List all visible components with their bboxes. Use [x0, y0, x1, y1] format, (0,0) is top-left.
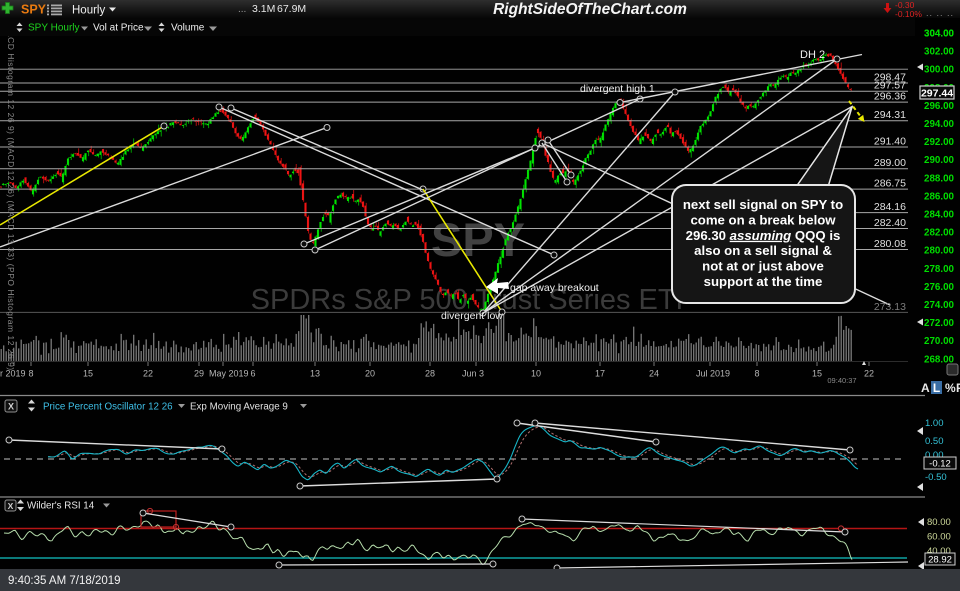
svg-text:r 2019: r 2019 [0, 369, 26, 379]
svg-text:268.00: 268.00 [924, 354, 955, 365]
svg-text:Volume: Volume [171, 23, 205, 34]
svg-text:24: 24 [649, 369, 659, 379]
svg-text:support at the time: support at the time [704, 274, 823, 289]
svg-text:300.00: 300.00 [924, 65, 955, 76]
svg-text:SPY Hourly: SPY Hourly [28, 23, 80, 34]
svg-text:0.50: 0.50 [925, 436, 944, 447]
svg-text:280.08: 280.08 [874, 238, 906, 250]
svg-text:22: 22 [143, 369, 153, 379]
svg-text:288.00: 288.00 [924, 173, 955, 184]
svg-text:not at or just above: not at or just above [702, 259, 824, 274]
svg-text:...: ... [238, 4, 246, 15]
svg-text:286.75: 286.75 [874, 178, 906, 190]
svg-text:15: 15 [812, 369, 822, 379]
svg-text:294.31: 294.31 [874, 109, 906, 121]
svg-text:67.9M: 67.9M [277, 3, 306, 15]
svg-text:304.00: 304.00 [924, 29, 955, 40]
svg-text:(MACD Histogram 12 26 9) (MACD: (MACD Histogram 12 26 9) (MACD 12 26) (M… [6, 20, 16, 371]
svg-text:SPY: SPY [21, 3, 47, 17]
svg-text:-0.10%: -0.10% [895, 9, 922, 19]
svg-text:9:40:35 AM 7/18/2019: 9:40:35 AM 7/18/2019 [8, 575, 121, 587]
svg-text:6: 6 [250, 369, 255, 379]
svg-text:L: L [933, 381, 940, 395]
svg-text:22: 22 [864, 369, 874, 379]
svg-text:-0.12: -0.12 [929, 459, 951, 470]
svg-text:297.44: 297.44 [921, 88, 953, 100]
svg-text:40.00: 40.00 [927, 546, 951, 557]
svg-text:273.13: 273.13 [874, 301, 906, 313]
svg-text:X: X [8, 402, 14, 412]
svg-text:296.36: 296.36 [874, 91, 906, 103]
svg-text:15: 15 [83, 369, 93, 379]
svg-text:Jul 2019: Jul 2019 [696, 369, 730, 379]
svg-text:10: 10 [531, 369, 541, 379]
svg-text:Wilder's RSI 14: Wilder's RSI 14 [27, 501, 95, 512]
svg-text:-0.50: -0.50 [925, 472, 947, 483]
svg-text:270.00: 270.00 [924, 336, 955, 347]
svg-text:8: 8 [754, 369, 759, 379]
svg-text:289.00: 289.00 [874, 157, 906, 169]
svg-text:8: 8 [28, 369, 33, 379]
svg-text:X: X [8, 501, 14, 511]
svg-text:28.92: 28.92 [928, 555, 952, 566]
svg-text:280.00: 280.00 [924, 246, 955, 257]
svg-text:284.00: 284.00 [924, 210, 955, 221]
svg-text:Price Percent Oscillator 12 26: Price Percent Oscillator 12 26 [43, 402, 173, 413]
svg-text:282.00: 282.00 [924, 228, 955, 239]
svg-text:80.00: 80.00 [927, 517, 951, 528]
svg-text:Exp Moving Average 9: Exp Moving Average 9 [190, 402, 288, 413]
svg-text:0.00: 0.00 [925, 450, 944, 461]
svg-text:302.00: 302.00 [924, 47, 955, 58]
svg-text:297.57: 297.57 [874, 80, 906, 92]
svg-text:%: % [945, 381, 956, 395]
svg-text:304.00: 304.00 [924, 29, 955, 40]
svg-text:290.00: 290.00 [924, 155, 955, 166]
svg-text:29: 29 [194, 369, 204, 379]
svg-text:298.47: 298.47 [874, 72, 906, 84]
svg-text:60.00: 60.00 [927, 532, 951, 543]
svg-text:278.00: 278.00 [924, 264, 955, 275]
svg-text:Jun 3: Jun 3 [462, 369, 484, 379]
svg-text:.. .. ..: .. .. .. [926, 8, 954, 18]
svg-text:272.00: 272.00 [924, 318, 955, 329]
svg-text:292.00: 292.00 [924, 137, 955, 148]
svg-text:09:40:37: 09:40:37 [827, 376, 856, 385]
svg-text:3.1M: 3.1M [252, 3, 275, 15]
svg-text:divergent low: divergent low [441, 310, 503, 322]
svg-text:next sell signal on SPY to: next sell signal on SPY to [683, 197, 843, 212]
svg-text:284.16: 284.16 [874, 201, 906, 213]
svg-text:F: F [956, 381, 960, 395]
svg-text:291.40: 291.40 [874, 136, 906, 148]
svg-text:282.40: 282.40 [874, 217, 906, 229]
svg-text:296.30 assuming QQQ is: 296.30 assuming QQQ is [686, 228, 841, 243]
svg-text:17: 17 [595, 369, 605, 379]
svg-text:Vol at Price: Vol at Price [93, 23, 144, 34]
svg-text:294.00: 294.00 [924, 119, 955, 130]
svg-text:Hourly: Hourly [72, 5, 105, 17]
svg-text:13: 13 [310, 369, 320, 379]
svg-text:gap away breakout: gap away breakout [510, 282, 599, 294]
svg-text:come on a break below: come on a break below [690, 212, 836, 227]
svg-text:divergent high 1: divergent high 1 [580, 83, 655, 95]
svg-text:A: A [921, 381, 930, 395]
svg-text:276.00: 276.00 [924, 282, 955, 293]
svg-text:DH 2: DH 2 [800, 49, 825, 61]
svg-text:-0.30: -0.30 [895, 0, 915, 10]
svg-text:May 2019: May 2019 [209, 369, 249, 379]
svg-text:274.00: 274.00 [924, 300, 955, 311]
svg-text:28: 28 [425, 369, 435, 379]
svg-text:286.00: 286.00 [924, 191, 955, 202]
svg-text:20: 20 [365, 369, 375, 379]
svg-text:1.00: 1.00 [925, 418, 944, 429]
svg-text:RightSideOfTheChart.com: RightSideOfTheChart.com [493, 1, 687, 18]
svg-text:296.00: 296.00 [924, 101, 955, 112]
svg-text:also on a sell signal &: also on a sell signal & [694, 243, 832, 258]
